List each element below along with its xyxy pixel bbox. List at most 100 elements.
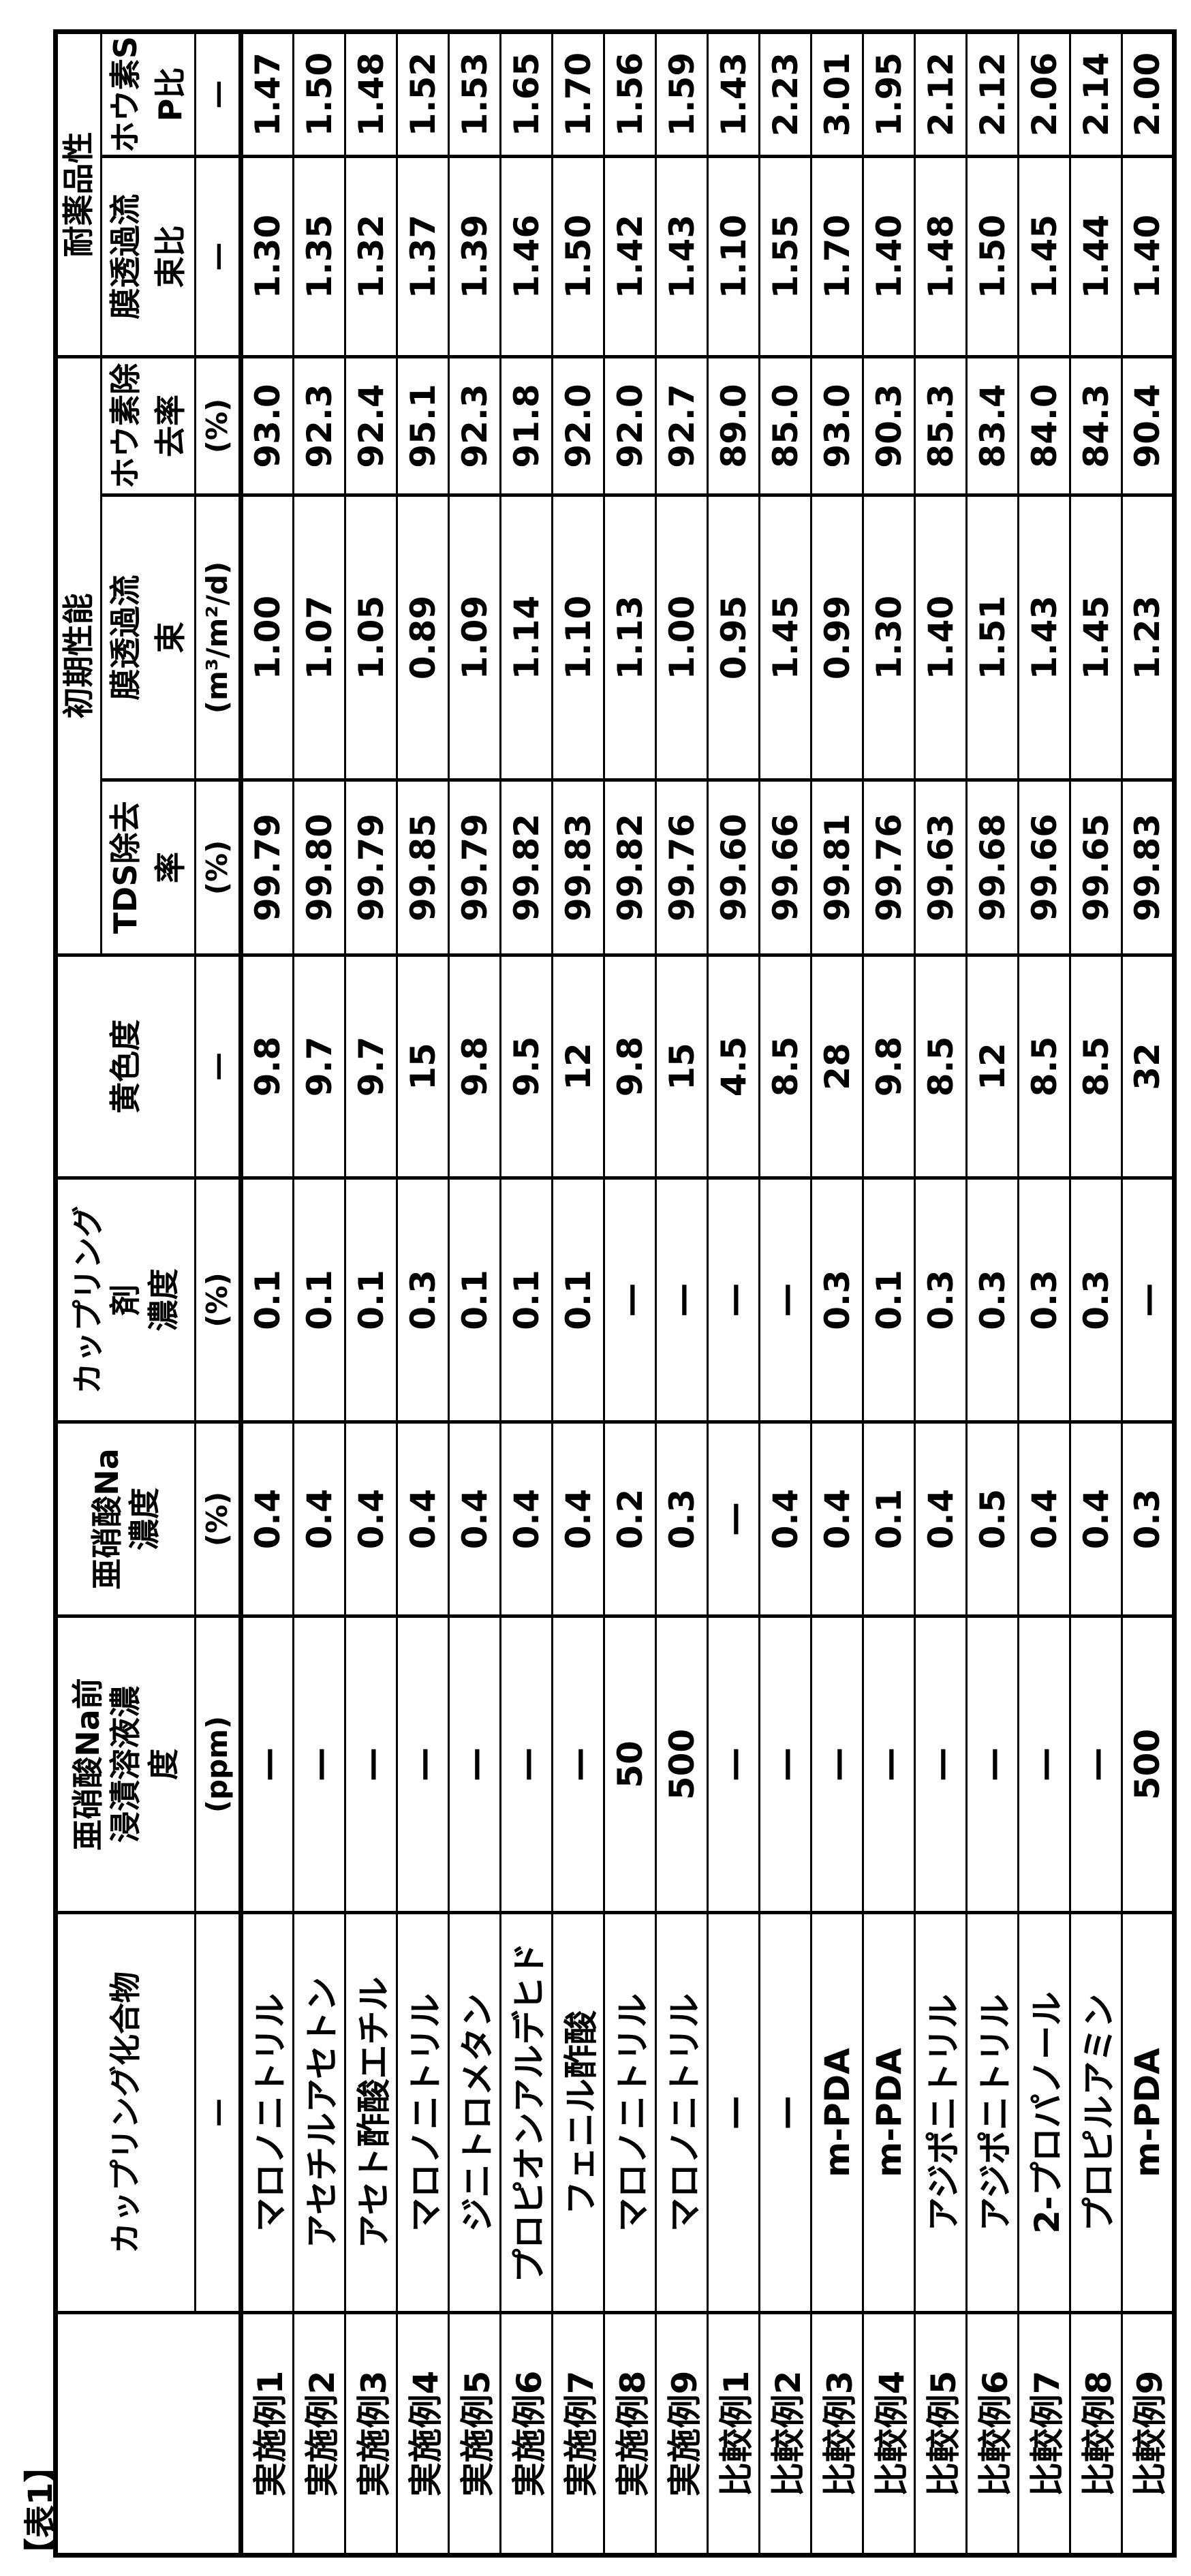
table-row: 比較例6 アジポニトリル —0.5 0.3 12 99.68 1.51 83.4 1.50 2.…	[966, 31, 1019, 2556]
table-cell: 99.79	[345, 780, 397, 955]
table-cell: マロノニトリル	[604, 1912, 656, 2313]
table-row: 比較例3 m-PDA —0.4 0.3 28 99.81 0.99 93.0 1.70 3.01	[811, 31, 863, 2556]
table-cell: 1.05	[345, 495, 397, 780]
table-cell: 0.4	[1070, 1422, 1122, 1616]
unit-boron-removal: (%)	[195, 356, 241, 495]
row-label: 比較例8	[1070, 2312, 1122, 2556]
col-header-yellowness: 黄色度	[55, 955, 196, 1178]
col-header-flux-ratio: 膜透過流 束比	[101, 156, 196, 357]
table-cell: 95.1	[397, 356, 449, 495]
table-cell: 28	[811, 955, 863, 1178]
table-cell: 99.68	[966, 780, 1019, 955]
table-row: 実施例3 アセト酢酸エチル —0.4 0.1 9.7 99.79 1.05 92.4 1.32…	[345, 31, 397, 2556]
table-cell: 15	[397, 955, 449, 1178]
row-label: 比較例2	[759, 2312, 811, 2556]
table-cell: 0.3	[914, 1178, 967, 1422]
col-header-membrane-flux: 膜透過流 束	[101, 495, 196, 780]
unit-na-concentration: (%)	[195, 1422, 241, 1616]
table-cell: 9.5	[500, 955, 553, 1178]
table-cell: 0.3	[655, 1422, 708, 1616]
table-cell: 9.7	[293, 955, 345, 1178]
table-cell: 2-プロパノール	[1018, 1912, 1070, 2313]
table-cell: 99.81	[811, 780, 863, 955]
table-cell: 1.50	[552, 156, 604, 357]
table-cell: 1.52	[397, 31, 449, 157]
table-cell: 0.3	[1018, 1178, 1070, 1422]
table-cell: 93.0	[241, 356, 294, 495]
table-row: 実施例8 マロノニトリル 50 0.2—9.8 99.82 1.13 92.0 1.42 1.…	[604, 31, 656, 2556]
table-cell: 83.4	[966, 356, 1019, 495]
table-cell: 1.13	[604, 495, 656, 780]
row-label: 実施例7	[552, 2312, 604, 2556]
table-cell: —	[759, 1178, 811, 1422]
table-cell: 1.32	[345, 156, 397, 357]
table-cell: 99.66	[759, 780, 811, 955]
group-header-row: カップリング化合物 亜硝酸Na前 浸漬溶液濃 度 亜硝酸Na 濃度 カップリング…	[55, 31, 241, 2556]
table-cell: 0.4	[448, 1422, 501, 1616]
col-header-boron-sp-ratio: ホウ素S P比	[101, 31, 196, 157]
table-cell: 84.0	[1018, 356, 1070, 495]
table-cell: 1.50	[293, 31, 345, 157]
table-cell: —	[241, 1616, 294, 1913]
table-cell: 99.65	[1070, 780, 1122, 955]
table-cell: 0.4	[500, 1422, 553, 1616]
table-cell: 1.44	[1070, 156, 1122, 357]
table-cell: 99.82	[500, 780, 553, 955]
table-cell: 0.1	[241, 1178, 294, 1422]
results-table: カップリング化合物 亜硝酸Na前 浸漬溶液濃 度 亜硝酸Na 濃度 カップリング…	[53, 29, 1177, 2558]
table-cell: —	[707, 1912, 760, 2313]
table-cell: 92.4	[345, 356, 397, 495]
corner-cell	[55, 2312, 241, 2556]
table-cell: マロノニトリル	[397, 1912, 449, 2313]
table-cell: —	[759, 1616, 811, 1913]
table-cell: 9.7	[345, 955, 397, 1178]
group-header-initial-performance: 初期性能	[55, 356, 102, 955]
table-cell: 1.10	[552, 495, 604, 780]
table-cell: 0.1	[448, 1178, 501, 1422]
table-cell: 1.45	[1070, 495, 1122, 780]
table-cell: 92.3	[293, 356, 345, 495]
table-cell: 1.43	[1018, 495, 1070, 780]
table-cell: マロノニトリル	[241, 1912, 294, 2313]
unit-boron-sp-ratio: —	[195, 31, 241, 157]
table-row: 比較例9 m-PDA 500 0.3—32 99.83 1.23 90.4 1.40 2.00	[1122, 31, 1175, 2556]
col-header-boron-removal: ホウ素除 去率	[101, 356, 196, 495]
table-cell: 4.5	[707, 955, 760, 1178]
table-row: 実施例7 フェニル酢酸 —0.4 0.1 12 99.83 1.10 92.0 1.50 1.7…	[552, 31, 604, 2556]
table-cell: 12	[552, 955, 604, 1178]
table-cell: —	[707, 1178, 760, 1422]
table-cell: 1.42	[604, 156, 656, 357]
table-cell: —	[293, 1616, 345, 1913]
table-cell: 91.8	[500, 356, 553, 495]
table-row: 比較例7 2-プロパノール —0.4 0.3 8.5 99.66 1.43 84.0 1.45…	[1018, 31, 1070, 2556]
table-cell: 1.10	[707, 156, 760, 357]
table-cell: 0.89	[397, 495, 449, 780]
table-body: 実施例1 マロノニトリル —0.4 0.1 9.8 99.79 1.00 93.0 1.30 1…	[241, 31, 1175, 2556]
table-cell: —	[655, 1178, 708, 1422]
table-cell: —	[448, 1616, 501, 1913]
table-cell: 1.14	[500, 495, 553, 780]
table-cell: 90.3	[863, 356, 915, 495]
table-cell: プロピオンアルデヒド	[500, 1912, 553, 2313]
unit-yellowness: —	[195, 955, 241, 1178]
table-cell: マロノニトリル	[655, 1912, 708, 2313]
row-label: 比較例5	[914, 2312, 967, 2556]
table-cell: 0.1	[500, 1178, 553, 1422]
row-label: 実施例5	[448, 2312, 501, 2556]
table-cell: 1.45	[1018, 156, 1070, 357]
table-cell: m-PDA	[811, 1912, 863, 2313]
table-cell: 1.00	[241, 495, 294, 780]
table-cell: 0.1	[863, 1178, 915, 1422]
table-cell: 0.4	[914, 1422, 967, 1616]
table-cell: —	[1018, 1616, 1070, 1913]
units-row: — (ppm) (%) (%) — (%) (m³/m²/d) (%) — —	[195, 31, 241, 2556]
table-cell: 1.40	[914, 495, 967, 780]
table-cell: 1.39	[448, 156, 501, 357]
table-cell: 99.60	[707, 780, 760, 955]
unit-presoak: (ppm)	[195, 1616, 241, 1913]
table-cell: 0.4	[1018, 1422, 1070, 1616]
table-cell: 3.01	[811, 31, 863, 157]
table-cell: —	[914, 1616, 967, 1913]
table-cell: 1.43	[707, 31, 760, 157]
